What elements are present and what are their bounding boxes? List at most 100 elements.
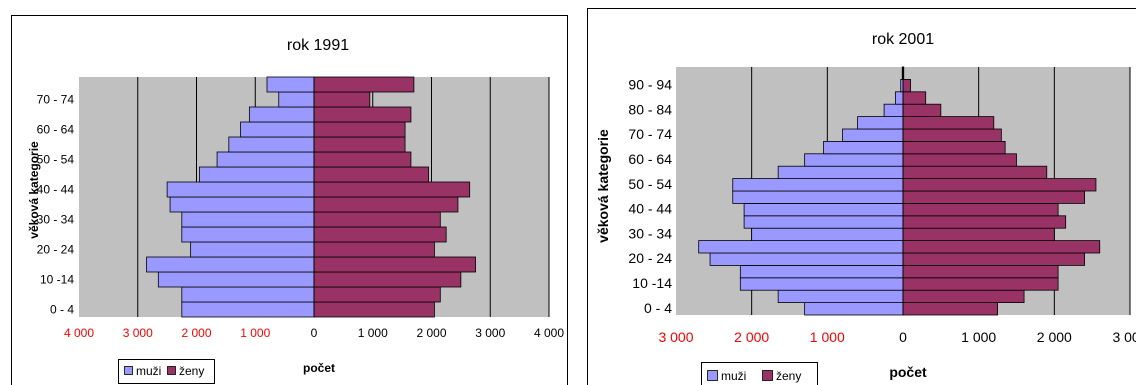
x-tick-label: 3 000	[123, 326, 153, 340]
bar-zeny	[902, 91, 927, 105]
bar-zeny	[902, 165, 1048, 179]
bar-zeny	[313, 91, 371, 108]
legend-label-muzi-2001: muži	[721, 369, 746, 383]
bar-muzi	[166, 181, 315, 198]
y-tick-label: 90 - 94	[628, 77, 672, 93]
legend-1991: muži ženy	[118, 359, 215, 384]
x-tick-label: 2 000	[1037, 329, 1072, 345]
bar-muzi	[181, 286, 315, 303]
bar-zeny	[902, 227, 1055, 241]
bar-zeny	[902, 116, 995, 130]
bar-zeny	[313, 151, 412, 168]
bar-zeny	[313, 196, 459, 213]
x-tick-label: 2 000	[181, 326, 211, 340]
legend-swatch-muzi-1991	[124, 366, 133, 375]
y-axis-label-1991: věková kategorie	[27, 141, 41, 239]
y-tick-label: 40 - 44	[37, 183, 75, 197]
y-axis-label-2001: věková kategorie	[595, 129, 611, 243]
bar-zeny	[902, 240, 1101, 254]
bar-muzi	[157, 271, 315, 288]
bar-zeny	[313, 136, 406, 153]
y-tick-label: 10 -14	[632, 275, 672, 291]
y-tick-label: 70 - 74	[628, 126, 672, 142]
x-tick-label: 1 000	[961, 329, 996, 345]
bar-zeny	[313, 241, 435, 258]
bar-muzi	[266, 76, 315, 93]
bar-zeny	[902, 277, 1059, 291]
bar-muzi	[216, 151, 315, 168]
bar-zeny	[313, 106, 412, 123]
y-tick-label: 0 - 4	[50, 303, 74, 317]
bar-muzi	[895, 91, 904, 105]
x-tick-label: 1 000	[810, 329, 845, 345]
bar-zeny	[313, 76, 415, 93]
x-tick-label: 1 000	[358, 326, 388, 340]
legend-2001: muži ženy	[701, 362, 818, 385]
bar-zeny	[313, 286, 441, 303]
bar-muzi	[698, 240, 904, 254]
plot-area-1991: 4 000 3 000 2 000 1 000 0 1 000 2 000 3 000 4 00…	[37, 76, 564, 340]
y-tick-label: 50 - 54	[628, 176, 672, 192]
x-tick-label: 0	[311, 326, 318, 340]
chart-title-2001: rok 2001	[872, 31, 934, 48]
x-tick-label: 3 000	[475, 326, 505, 340]
y-tick-label: 30 - 34	[37, 213, 75, 227]
bar-zeny	[902, 79, 911, 93]
bar-muzi	[181, 226, 315, 243]
x-axis-label-1991: počet	[303, 361, 335, 375]
y-tick-label: 30 - 34	[628, 225, 672, 241]
bar-muzi	[857, 116, 904, 130]
bar-zeny	[902, 178, 1097, 192]
y-tick-label: 80 - 84	[628, 101, 672, 117]
bar-muzi	[169, 196, 315, 213]
x-tick-label: 2 000	[734, 329, 769, 345]
x-tick-label: 4 000	[534, 326, 564, 340]
y-tick-label: 70 - 74	[37, 93, 75, 107]
bar-muzi	[732, 190, 904, 204]
bar-zeny	[902, 128, 1002, 142]
plot-area-2001: 3 000 2 000 1 000 0 1 000 2 000 3 000 0 - 4 10 -…	[628, 66, 1136, 345]
x-tick-label: 3 000	[1112, 329, 1136, 345]
bar-zeny	[902, 252, 1086, 266]
x-tick-label: 4 000	[64, 326, 94, 340]
legend-swatch-muzi-2001	[707, 370, 718, 381]
bar-zeny	[313, 121, 406, 138]
bar-zeny	[313, 301, 435, 318]
bar-muzi	[883, 103, 904, 117]
bar-muzi	[278, 91, 315, 108]
bar-zeny	[902, 302, 998, 316]
legend-box-2001	[701, 362, 818, 385]
bar-muzi	[751, 227, 904, 241]
y-tick-label: 60 - 64	[37, 123, 75, 137]
bar-muzi	[248, 106, 315, 123]
bar-zeny	[313, 271, 462, 288]
bar-zeny	[313, 166, 429, 183]
chart-title-1991: rok 1991	[287, 37, 349, 54]
bar-muzi	[181, 211, 315, 228]
bar-muzi	[181, 301, 315, 318]
y-tick-label: 60 - 64	[628, 151, 672, 167]
bar-muzi	[743, 202, 904, 217]
bar-zeny	[902, 103, 942, 117]
bar-muzi	[228, 136, 315, 153]
x-axis-label-2001: počet	[889, 364, 927, 380]
bar-zeny	[902, 215, 1067, 229]
bar-zeny	[902, 289, 1025, 304]
legend-swatch-zeny-1991	[167, 366, 176, 375]
bar-muzi	[739, 277, 904, 291]
x-tick-label: 0	[899, 329, 907, 345]
legend-label-muzi-1991: muži	[136, 364, 161, 378]
bar-zeny	[313, 211, 441, 228]
bar-zeny	[902, 202, 1059, 217]
y-tick-label: 50 - 54	[37, 153, 75, 167]
bar-muzi	[199, 166, 315, 183]
y-tick-label: 40 - 44	[628, 201, 672, 217]
bar-zeny	[313, 181, 471, 198]
bar-muzi	[804, 153, 904, 167]
legend-swatch-zeny-2001	[762, 370, 773, 381]
bar-zeny	[313, 256, 476, 273]
bar-zeny	[902, 264, 1059, 279]
bar-zeny	[902, 140, 1006, 155]
bar-zeny	[902, 190, 1086, 204]
bar-muzi	[804, 302, 904, 316]
